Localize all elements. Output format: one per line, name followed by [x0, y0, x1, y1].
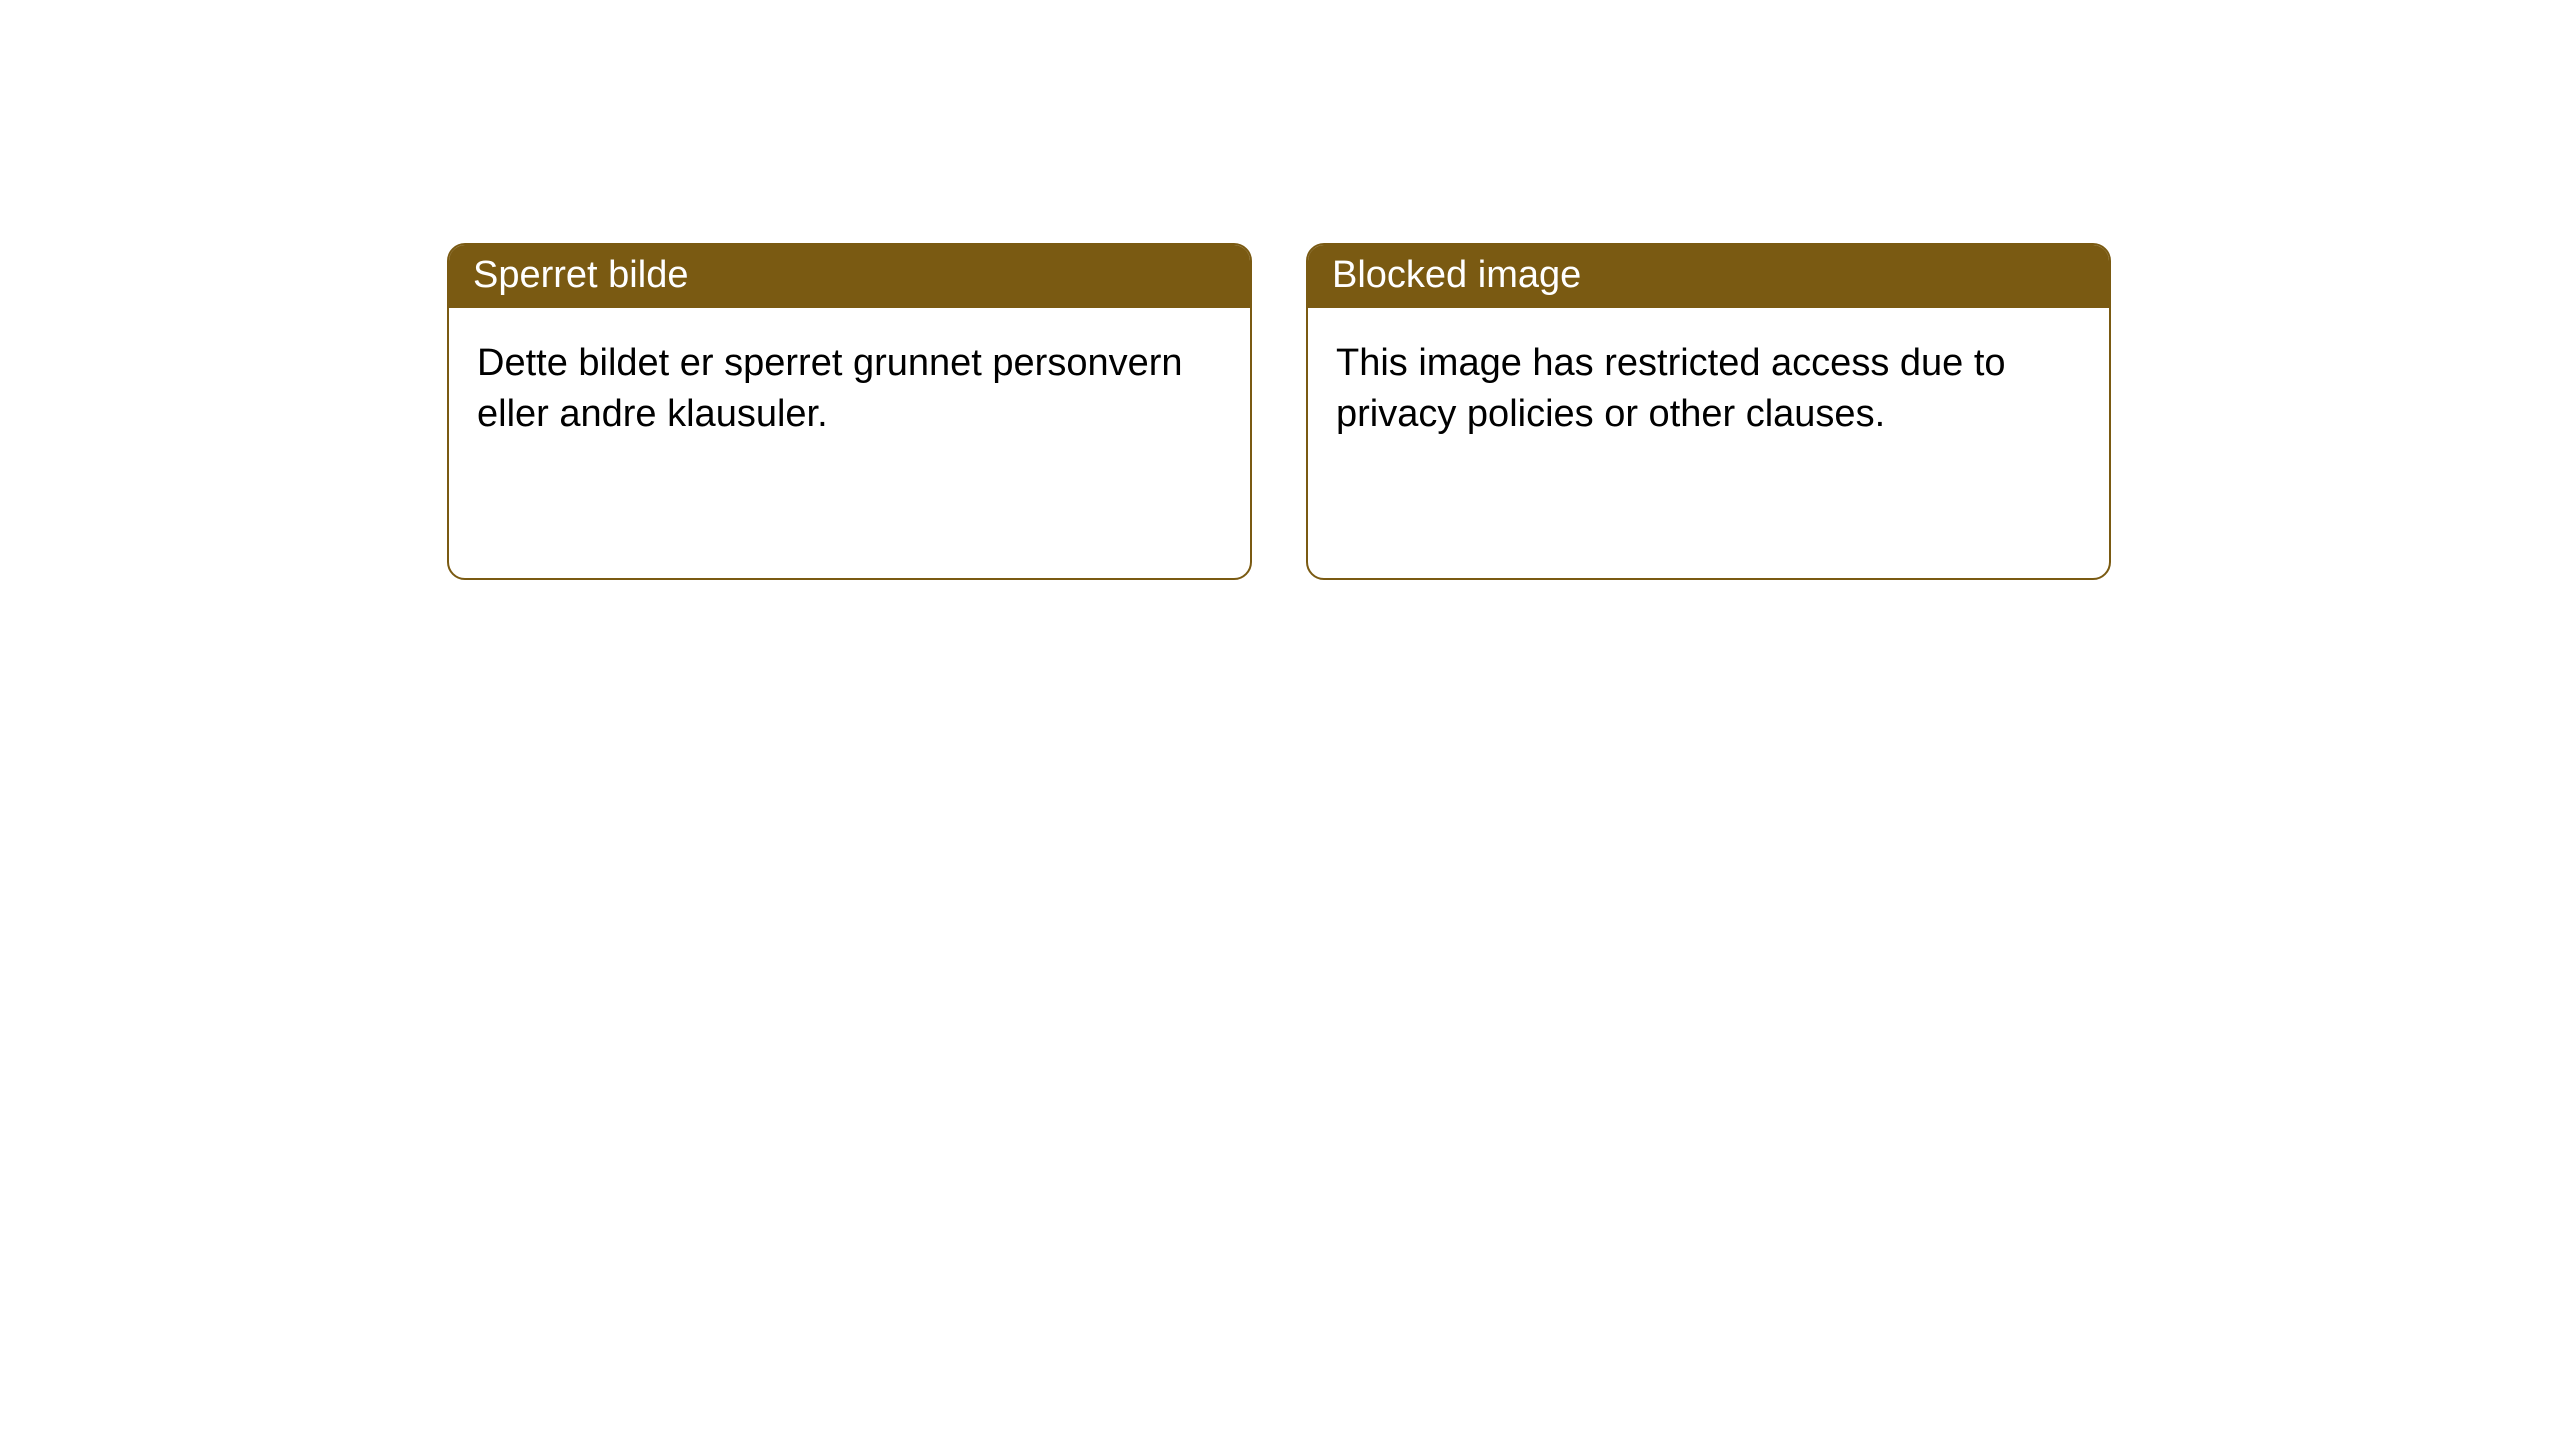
notice-container: Sperret bilde Dette bildet er sperret gr… — [0, 0, 2560, 580]
notice-body-text: This image has restricted access due to … — [1336, 342, 2006, 435]
notice-body-text: Dette bildet er sperret grunnet personve… — [477, 342, 1183, 435]
notice-card-english: Blocked image This image has restricted … — [1306, 243, 2111, 580]
notice-title: Sperret bilde — [473, 254, 688, 296]
notice-card-norwegian: Sperret bilde Dette bildet er sperret gr… — [447, 243, 1252, 580]
notice-header: Sperret bilde — [449, 245, 1250, 308]
notice-title: Blocked image — [1332, 254, 1581, 296]
notice-header: Blocked image — [1308, 245, 2109, 308]
notice-body: This image has restricted access due to … — [1308, 308, 2109, 471]
notice-body: Dette bildet er sperret grunnet personve… — [449, 308, 1250, 471]
